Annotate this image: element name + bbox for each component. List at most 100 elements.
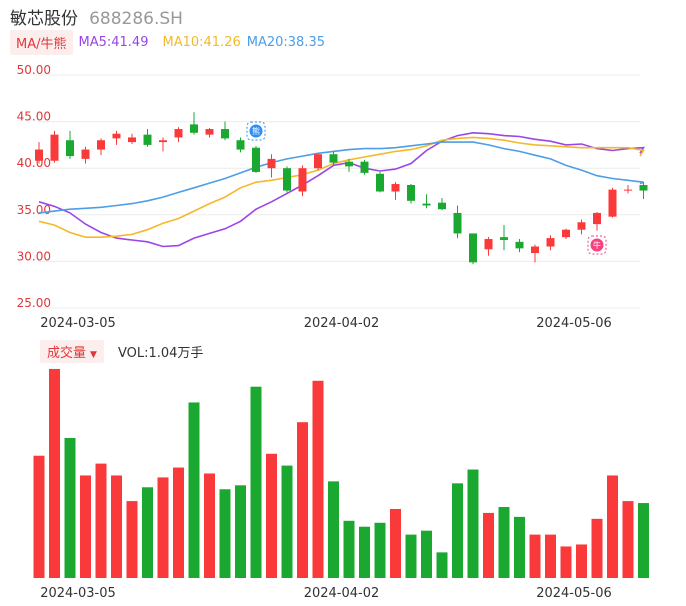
stock-header: 敏芯股份 688286.SH	[10, 4, 183, 29]
candle	[190, 112, 198, 135]
candle-body	[577, 222, 586, 230]
candle-body	[190, 124, 198, 133]
volume-bar	[374, 522, 386, 578]
volume-bar	[498, 507, 510, 578]
volume-bar	[126, 501, 138, 578]
volume-bar	[312, 380, 324, 578]
volume-toggle-button[interactable]: 成交量 ▼	[40, 339, 104, 363]
candle-body	[531, 246, 539, 254]
candle	[112, 130, 121, 145]
date-tick-label: 2024-05-06	[536, 316, 612, 331]
volume-bar	[483, 512, 494, 578]
candle	[422, 194, 431, 209]
candle	[128, 133, 136, 144]
date-tick-label: 2024-03-05	[40, 316, 116, 331]
candle-body	[345, 161, 353, 167]
candle	[174, 127, 183, 143]
bull-badge-label: 牛	[593, 240, 601, 250]
candle	[624, 184, 632, 194]
volume-bar	[405, 534, 417, 578]
candle	[329, 151, 338, 166]
volume-bar	[607, 475, 618, 578]
candle-body	[283, 168, 291, 191]
candle	[81, 146, 90, 164]
volume-bar	[33, 455, 45, 578]
candle	[593, 212, 601, 231]
candle	[236, 137, 245, 153]
candle-body	[546, 238, 555, 247]
candle	[283, 166, 291, 193]
volume-bar	[49, 368, 60, 578]
candle	[159, 137, 167, 152]
candle-body	[438, 202, 446, 210]
ma-toggle-button[interactable]: MA/牛熊	[10, 29, 73, 55]
candle	[360, 159, 369, 175]
candle-body	[221, 129, 229, 139]
candle-body	[252, 147, 260, 172]
volume-bars	[33, 368, 649, 578]
volume-bar	[95, 463, 107, 578]
volume-bar	[545, 534, 556, 578]
candle	[314, 153, 322, 171]
volume-bar	[188, 402, 200, 578]
price-tick-label: 45.00	[17, 110, 51, 124]
bear-badge-dot	[249, 124, 263, 138]
price-tick-label: 30.00	[17, 249, 51, 263]
volume-value: VOL:1.04万手	[117, 345, 204, 361]
date-tick-label: 2024-04-02	[304, 316, 380, 331]
bear-badge-label: 熊	[252, 126, 260, 136]
volume-bar	[591, 518, 603, 578]
bear-badge-frame	[246, 121, 266, 141]
candle-body	[112, 133, 121, 139]
volume-x-axis: 2024-03-05 2024-04-02 2024-05-06	[40, 586, 612, 601]
candle-body	[469, 233, 477, 263]
candle	[577, 219, 586, 235]
candle	[608, 187, 617, 218]
price-grid	[38, 74, 640, 309]
volume-bar	[436, 552, 448, 578]
candles	[35, 112, 648, 265]
candle-body	[484, 239, 493, 250]
candle	[515, 239, 524, 253]
volume-bar	[235, 485, 246, 578]
candle-body	[608, 189, 617, 217]
bear-badge: 熊	[246, 121, 266, 141]
volume-bar	[576, 544, 587, 578]
candle-body	[236, 140, 245, 150]
candle-body	[639, 184, 648, 191]
volume-bar	[390, 508, 401, 578]
volume-bar	[250, 386, 262, 578]
bull-badge: 牛	[587, 235, 607, 255]
volume-legend: 成交量 ▼ VOL:1.04万手	[40, 339, 204, 363]
candle-body	[500, 237, 508, 240]
date-tick-label: 2024-03-05	[40, 586, 116, 601]
candle	[438, 198, 446, 211]
volume-bar	[281, 465, 293, 578]
candle-body	[81, 149, 90, 159]
ma20-label: MA20:38.35	[246, 34, 325, 50]
volume-bar	[529, 534, 541, 578]
stock-name: 敏芯股份	[10, 9, 78, 29]
volume-bar	[467, 469, 479, 578]
volume-bar	[622, 501, 634, 578]
date-tick-label: 2024-04-02	[304, 586, 380, 601]
volume-bar	[560, 546, 572, 578]
candle	[407, 184, 415, 204]
candle	[267, 154, 276, 178]
candle	[252, 145, 260, 173]
volume-bar	[173, 467, 184, 578]
candle	[50, 130, 59, 163]
volume-toggle-label: 成交量	[47, 345, 87, 361]
volume-bar	[359, 526, 370, 578]
candle-body	[593, 212, 601, 225]
volume-bar	[219, 489, 231, 578]
candle	[35, 142, 43, 164]
candle	[298, 165, 307, 197]
candle	[562, 228, 570, 240]
stock-code: 688286.SH	[89, 9, 183, 29]
volume-bar	[514, 516, 525, 578]
volume-bar	[328, 481, 339, 578]
candle-body	[174, 129, 183, 138]
volume-bar	[111, 475, 122, 578]
